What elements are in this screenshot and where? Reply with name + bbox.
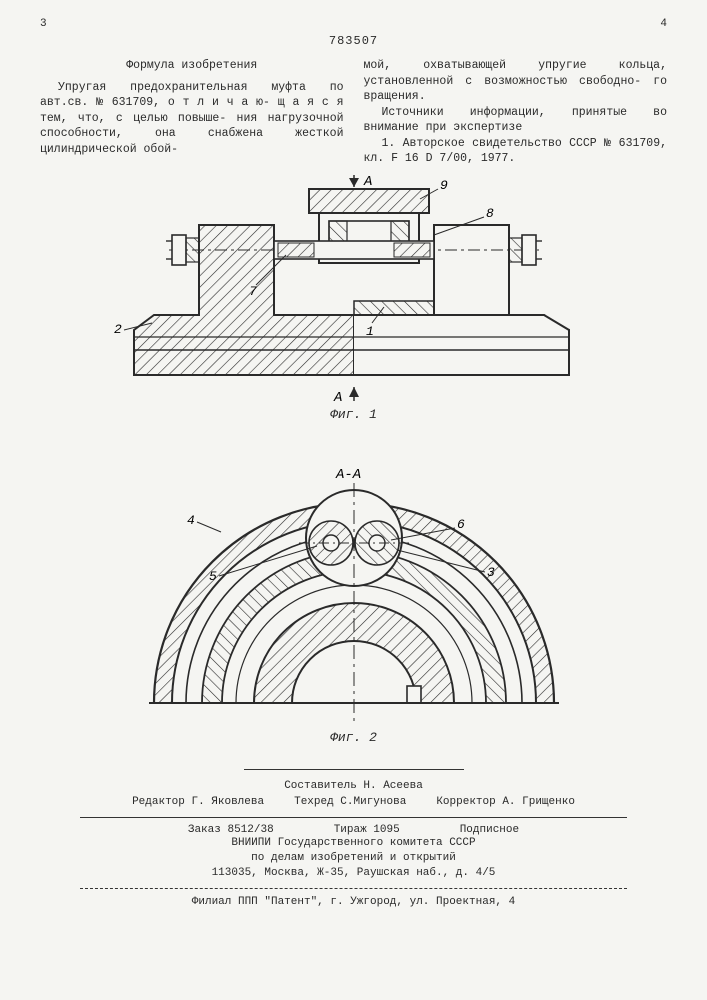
branch-line: Филиал ППП "Патент", г. Ужгород, ул. Про… (40, 895, 667, 910)
fig2-label-5: 5 (209, 569, 217, 584)
right-body-1: мой, охватывающей упругие кольца, устано… (364, 58, 668, 105)
tirazh: Тираж 1095 (334, 824, 400, 836)
figure-1: А А 2 7 1 8 9 (74, 175, 634, 405)
page-left: 3 (40, 18, 47, 30)
editor: Редактор Г. Яковлева (132, 794, 264, 811)
document-number: 783507 (40, 34, 667, 48)
addr: 113035, Москва, Ж-35, Раушская наб., д. … (40, 866, 667, 881)
fig1-caption: Фиг. 1 (330, 407, 377, 422)
podpis: Подписное (460, 824, 519, 836)
fig2-label-3: 3 (487, 565, 495, 580)
fig1-label-7: 7 (249, 284, 257, 299)
fig2-section: А-А (335, 467, 361, 483)
techred: Техред С.Мигунова (294, 794, 406, 811)
fig1-label-9: 9 (440, 178, 448, 193)
fig2-label-6: 6 (457, 517, 465, 532)
section-label-bottom: А (333, 390, 342, 405)
corrector: Корректор А. Грищенко (436, 794, 575, 811)
order-no: Заказ 8512/38 (188, 824, 274, 836)
figures-area: А А 2 7 1 8 9 Фиг. 1 (40, 175, 667, 751)
hr-1 (80, 817, 627, 818)
fig2-caption: Фиг. 2 (330, 730, 377, 745)
page-right: 4 (660, 18, 667, 30)
right-body-3: 1. Авторское свидетельство СССР № 631709… (364, 136, 668, 167)
page-numbers: 3 4 (40, 18, 667, 30)
figure-2: А-А 4 5 6 3 (139, 428, 569, 728)
divider-line (244, 769, 464, 770)
dashed-line (80, 888, 627, 889)
fig1-label-8: 8 (486, 206, 494, 221)
section-label-top: А (363, 175, 372, 190)
text-columns: Формула изобретения Упругая предохраните… (40, 58, 667, 167)
left-body: Упругая предохранительная муфта по авт.с… (40, 80, 344, 158)
colophon: Составитель Н. Асеева Редактор Г. Яковле… (40, 778, 667, 811)
branch: Филиал ППП "Патент", г. Ужгород, ул. Про… (40, 895, 667, 910)
org-lines: ВНИИПИ Государственного комитета СССР по… (40, 836, 667, 882)
org1: ВНИИПИ Государственного комитета СССР (40, 836, 667, 851)
fig1-label-2: 2 (114, 322, 122, 337)
fig2-label-4: 4 (187, 513, 195, 528)
right-body-2: Источники информации, принятые во вниман… (364, 105, 668, 136)
order-row: Заказ 8512/38 Тираж 1095 Подписное (40, 824, 667, 836)
left-column: Формула изобретения Упругая предохраните… (40, 58, 344, 167)
org2: по делам изобретений и открытий (40, 851, 667, 866)
fig1-label-1: 1 (366, 324, 374, 339)
right-column: мой, охватывающей упругие кольца, устано… (364, 58, 668, 167)
credits-row: Редактор Г. Яковлева Техред С.Мигунова К… (40, 794, 667, 811)
compiler-line: Составитель Н. Асеева (40, 778, 667, 795)
claims-heading: Формула изобретения (40, 58, 344, 74)
